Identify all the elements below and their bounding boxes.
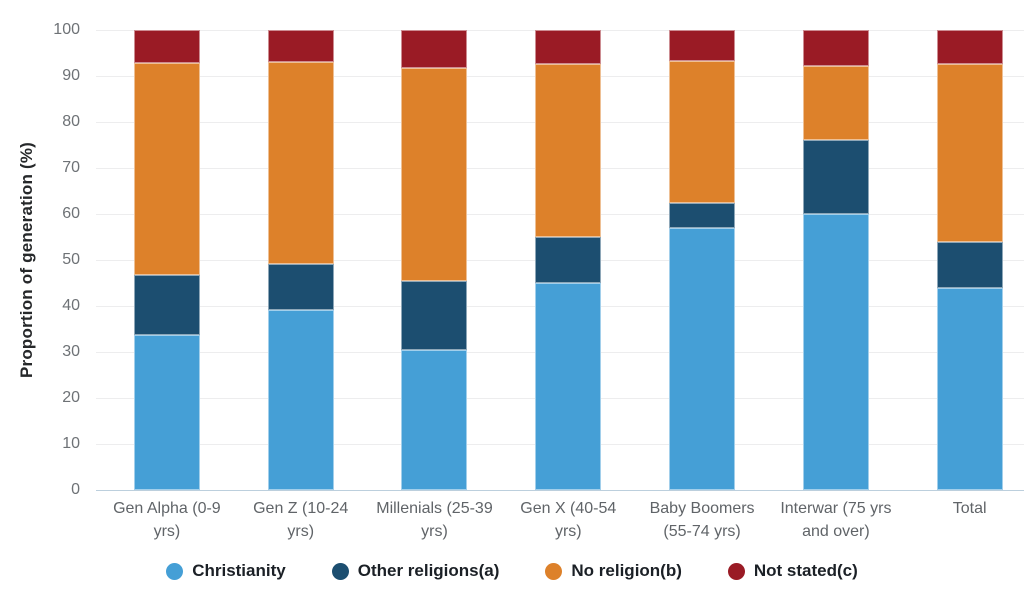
bar-segment-not-stated-c[interactable] — [267, 30, 334, 62]
y-tick-label-60: 60 — [62, 205, 80, 222]
legend-dot-icon — [545, 562, 563, 580]
x-category-label: Gen Z (10-24 yrs) — [253, 500, 349, 541]
bar-segment-other-religions-a[interactable] — [267, 264, 334, 310]
legend-label: No religion(b) — [571, 561, 682, 580]
x-category-label: Gen Alpha (0-9 yrs) — [113, 500, 221, 541]
legend-dot-icon — [331, 562, 349, 580]
bar-segment-christianity[interactable] — [936, 288, 1003, 490]
bar-segment-christianity[interactable] — [535, 283, 602, 490]
bar-segment-no-religion-b[interactable] — [267, 61, 334, 265]
y-tick-label-70: 70 — [62, 159, 80, 176]
legend-label: Christianity — [192, 561, 286, 580]
stacked-bar — [133, 30, 200, 490]
bar-segment-no-religion-b[interactable] — [133, 62, 200, 276]
bars-layer — [100, 30, 1024, 490]
legend-dot-icon — [166, 562, 184, 580]
bar-segment-other-religions-a[interactable] — [401, 280, 468, 350]
bar-column — [368, 30, 502, 490]
y-tick-label-30: 30 — [62, 343, 80, 360]
bar-segment-no-religion-b[interactable] — [401, 67, 468, 281]
bar-segment-not-stated-c[interactable] — [802, 30, 869, 67]
stacked-bar — [535, 30, 602, 490]
bar-segment-not-stated-c[interactable] — [535, 30, 602, 65]
y-tick-label-10: 10 — [62, 435, 80, 452]
bar-segment-no-religion-b[interactable] — [802, 66, 869, 140]
bar-column — [903, 30, 1024, 490]
y-tick-label-50: 50 — [62, 251, 80, 268]
bar-segment-christianity[interactable] — [669, 228, 736, 490]
bar-segment-christianity[interactable] — [267, 309, 334, 490]
bar-segment-not-stated-c[interactable] — [936, 30, 1003, 64]
stacked-bar — [802, 30, 869, 490]
bar-column — [234, 30, 368, 490]
bar-segment-other-religions-a[interactable] — [133, 275, 200, 335]
bar-segment-other-religions-a[interactable] — [535, 237, 602, 283]
stacked-bar — [267, 30, 334, 490]
y-tick-label-20: 20 — [62, 389, 80, 406]
bar-column — [635, 30, 769, 490]
legend-item-christianity[interactable]: Christianity — [166, 561, 286, 581]
legend-label: Not stated(c) — [753, 561, 858, 580]
legend-item-no-religion-b[interactable]: No religion(b) — [545, 561, 682, 581]
legend-item-other-religions-a[interactable]: Other religions(a) — [331, 561, 500, 581]
legend-item-not-stated-c[interactable]: Not stated(c) — [727, 561, 858, 581]
bar-segment-other-religions-a[interactable] — [802, 139, 869, 214]
stacked-bar — [669, 30, 736, 490]
bar-segment-no-religion-b[interactable] — [535, 64, 602, 237]
bar-segment-christianity[interactable] — [802, 214, 869, 490]
bar-segment-christianity[interactable] — [133, 334, 200, 490]
bar-segment-not-stated-c[interactable] — [133, 30, 200, 63]
x-category-label: Total — [952, 500, 987, 517]
bar-segment-not-stated-c[interactable] — [401, 30, 468, 68]
legend-dot-icon — [727, 562, 745, 580]
bar-column — [501, 30, 635, 490]
bar-segment-no-religion-b[interactable] — [669, 61, 736, 203]
bar-segment-christianity[interactable] — [401, 349, 468, 490]
x-axis-category-labels: Gen Alpha (0-9 yrs) Gen Z (10-24 yrs) Mill… — [100, 497, 1024, 543]
bar-column — [769, 30, 903, 490]
bar-column — [100, 30, 234, 490]
legend-label: Other religions(a) — [357, 561, 500, 580]
bar-segment-not-stated-c[interactable] — [669, 30, 736, 62]
y-tick-label-40: 40 — [62, 297, 80, 314]
x-axis-baseline — [96, 490, 1024, 491]
stacked-bar — [401, 30, 468, 490]
x-category-label: Baby Boomers (55-74 yrs) — [649, 500, 755, 541]
y-tick-label-100: 100 — [53, 21, 80, 38]
y-tick-label-80: 80 — [62, 113, 80, 130]
y-tick-label-90: 90 — [62, 67, 80, 84]
stacked-bar — [936, 30, 1003, 490]
x-category-label: Gen X (40-54 yrs) — [520, 500, 617, 541]
x-category-label: Interwar (75 yrs and over) — [780, 500, 892, 541]
bar-segment-other-religions-a[interactable] — [936, 242, 1003, 289]
x-category-label: Millenials (25-39 yrs) — [376, 500, 493, 541]
bar-segment-other-religions-a[interactable] — [669, 202, 736, 229]
bar-segment-no-religion-b[interactable] — [936, 63, 1003, 243]
chart-legend: Christianity Other religions(a) No religio… — [0, 561, 1024, 581]
y-tick-label-0: 0 — [71, 481, 80, 498]
